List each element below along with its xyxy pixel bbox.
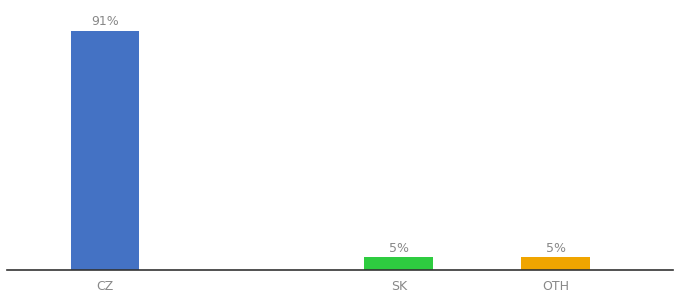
Bar <box>71 31 139 270</box>
Text: 5%: 5% <box>389 242 409 254</box>
Bar <box>522 257 590 270</box>
Text: 91%: 91% <box>91 15 119 28</box>
Bar <box>364 257 433 270</box>
Text: 5%: 5% <box>545 242 566 254</box>
